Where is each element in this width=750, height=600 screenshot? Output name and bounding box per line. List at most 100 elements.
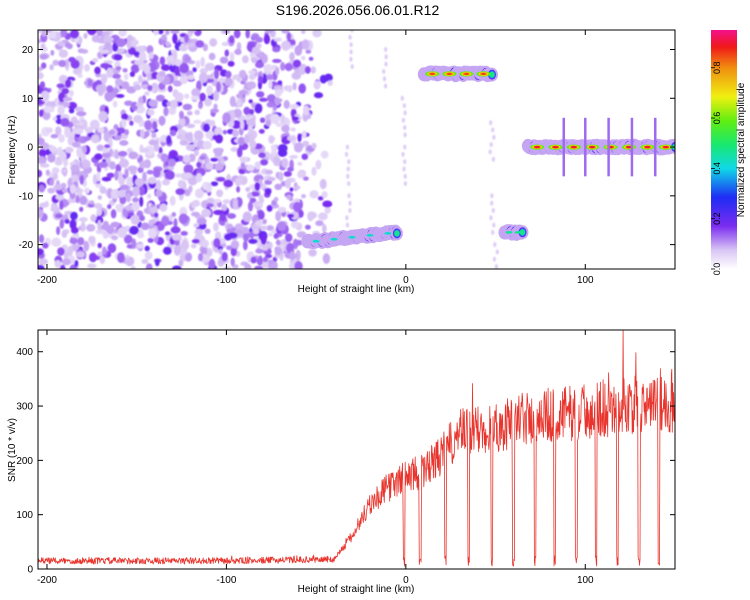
spectrogram-noise-cell bbox=[229, 35, 235, 44]
spectrogram-noise-cell bbox=[64, 127, 71, 138]
spectrogram-noise-cell bbox=[76, 147, 84, 158]
spectrogram-noise-cell bbox=[198, 103, 203, 109]
spectrogram-noise-cell bbox=[277, 206, 287, 213]
spectrogram-noise-cell bbox=[167, 158, 176, 167]
spectrogram-noise-cell bbox=[242, 226, 250, 234]
spectrogram-noise-cell bbox=[95, 229, 106, 235]
spectrogram-noise-cell bbox=[400, 95, 404, 101]
spectrogram-noise-cell bbox=[301, 194, 306, 199]
spectrogram-x-tick-label: 0 bbox=[403, 275, 409, 286]
spectrogram-noise-cell bbox=[134, 59, 144, 66]
spectrogram-noise-cell bbox=[190, 95, 200, 101]
spectrogram-noise-cell bbox=[248, 70, 256, 75]
spectrogram-noise-cell bbox=[101, 176, 112, 182]
spectrogram-noise-cell bbox=[349, 56, 353, 62]
spectrogram-noise-cell bbox=[110, 209, 117, 219]
spectrogram-noise-cell bbox=[223, 179, 234, 188]
spectrogram-noise-cell bbox=[257, 75, 264, 84]
spectrogram-noise-cell bbox=[210, 181, 219, 187]
spectrogram-noise-cell bbox=[72, 141, 81, 148]
spectrogram-noise-cell bbox=[50, 49, 55, 56]
spectrogram-noise-cell bbox=[262, 256, 268, 263]
spectrogram-noise-cell bbox=[68, 89, 74, 97]
spectrogram-noise-cell bbox=[106, 67, 114, 79]
spectrogram-noise-cell bbox=[227, 232, 238, 239]
spectrogram-noise-cell bbox=[289, 154, 298, 159]
spectrogram-noise-cell bbox=[92, 174, 97, 185]
spectrogram-noise-cell bbox=[213, 103, 218, 110]
spectrogram-noise-cell bbox=[263, 34, 271, 45]
spectrogram-noise-cell bbox=[273, 37, 283, 42]
spectrogram-noise-cell bbox=[284, 62, 293, 72]
spectrogram-noise-cell bbox=[191, 211, 200, 217]
spectrogram-noise-cell bbox=[182, 103, 193, 111]
spectrogram-track-cell bbox=[519, 229, 526, 236]
spectrogram-noise-cell bbox=[97, 251, 103, 257]
spectrogram-noise-cell bbox=[54, 213, 64, 219]
spectrogram-noise-cell bbox=[221, 204, 228, 211]
spectrogram-noise-cell bbox=[65, 79, 72, 88]
spectrogram-noise-cell bbox=[152, 168, 161, 178]
spectrogram-noise-cell bbox=[75, 251, 86, 258]
spectrogram-noise-cell bbox=[264, 188, 272, 195]
spectrogram-noise-cell bbox=[304, 66, 311, 74]
spectrogram-noise-cell bbox=[55, 126, 62, 136]
spectrogram-noise-cell bbox=[232, 200, 239, 210]
spectrogram-noise-cell bbox=[91, 34, 101, 43]
spectrogram-noise-cell bbox=[268, 80, 273, 89]
spectrogram-noise-cell bbox=[117, 252, 125, 263]
spectrogram-noise-cell bbox=[195, 172, 203, 183]
spectrogram-noise-cell bbox=[127, 165, 138, 172]
spectrogram-noise-cell bbox=[255, 248, 264, 254]
spectrogram-noise-cell bbox=[90, 214, 97, 222]
spectrogram-noise-cell bbox=[180, 231, 188, 236]
spectrogram-noise-cell bbox=[305, 224, 311, 230]
spectrogram-noise-cell bbox=[124, 129, 129, 136]
spectrogram-noise-cell bbox=[45, 127, 54, 134]
spectrogram-noise-cell bbox=[291, 221, 300, 229]
spectrogram-noise-cell bbox=[251, 102, 256, 109]
spectrogram-noise-cell bbox=[116, 48, 126, 54]
spectrogram-noise-cell bbox=[166, 135, 172, 145]
spectrogram-noise-cell bbox=[178, 179, 184, 189]
spectrogram-noise-cell bbox=[147, 85, 153, 91]
spectrogram-noise-cell bbox=[184, 55, 192, 63]
spectrogram-noise-cell bbox=[120, 119, 127, 128]
spectrogram-noise-cell bbox=[131, 202, 140, 212]
spectrogram-noise-cell bbox=[173, 218, 178, 229]
spectrogram-noise-cell bbox=[180, 239, 190, 251]
spectrogram-noise-cell bbox=[196, 217, 207, 225]
spectrogram-noise-cell bbox=[274, 247, 283, 256]
spectrogram-noise-cell bbox=[41, 30, 47, 37]
spectrogram-x-tick-label: -200 bbox=[37, 275, 57, 286]
spectrogram-noise-cell bbox=[84, 126, 94, 133]
spectrogram-noise-cell bbox=[39, 109, 44, 118]
spectrogram-noise-cell bbox=[174, 173, 183, 178]
spectrogram-noise-cell bbox=[251, 33, 260, 40]
spectrogram-noise-cell bbox=[310, 66, 316, 74]
spectrogram-noise-cell bbox=[322, 223, 327, 234]
spectrogram-noise-cell bbox=[268, 135, 275, 144]
colorbar-gradient bbox=[711, 30, 737, 269]
page-title: S196.2026.056.06.01.R12 bbox=[275, 2, 440, 18]
spectrogram-noise-cell bbox=[154, 212, 159, 218]
spectrogram-noise-cell bbox=[210, 157, 219, 162]
spectrogram-noise-cell bbox=[130, 39, 139, 46]
spectrogram-noise-cell bbox=[51, 202, 58, 212]
spectrogram-noise-cell bbox=[185, 252, 193, 262]
spectrogram-noise-cell bbox=[100, 62, 110, 69]
spectrogram-noise-cell bbox=[403, 159, 407, 165]
spectrogram-noise-cell bbox=[98, 161, 109, 168]
spectrogram-noise-cell bbox=[102, 246, 107, 255]
spectrogram-noise-cell bbox=[272, 58, 282, 63]
spectrogram-noise-cell bbox=[245, 30, 250, 39]
spectrogram-noise-cell bbox=[116, 38, 126, 48]
spectrogram-noise-cell bbox=[401, 117, 405, 123]
spectrogram-noise-cell bbox=[173, 240, 180, 246]
spectrogram-noise-cell bbox=[384, 83, 388, 89]
spectrogram-noise-cell bbox=[205, 182, 212, 193]
spectrogram-noise-cell bbox=[403, 181, 407, 187]
spectrogram-noise-cell bbox=[118, 176, 125, 186]
snr-y-axis-label: SNR (10 * v/v) bbox=[7, 418, 18, 482]
spectrogram-noise-cell bbox=[43, 105, 53, 113]
